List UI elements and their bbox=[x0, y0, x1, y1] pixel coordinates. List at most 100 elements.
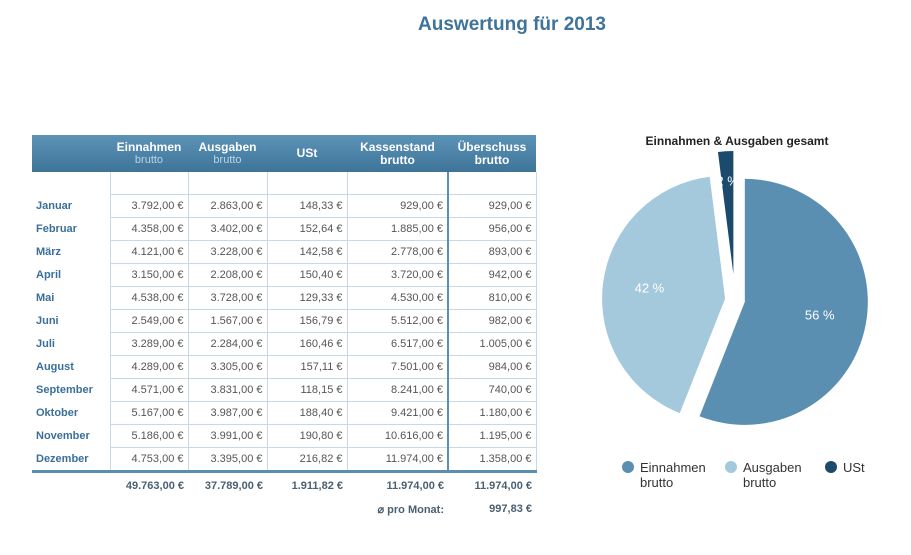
value-cell: 3.402,00 € bbox=[187, 217, 268, 241]
value-cell: 929,00 € bbox=[346, 194, 449, 218]
legend-label: USt bbox=[843, 460, 865, 475]
legend-label: Einnahmen brutto bbox=[640, 460, 706, 490]
value-cell: 4.121,00 € bbox=[109, 240, 189, 264]
value-cell: 1.005,00 € bbox=[447, 332, 537, 356]
slice-label: 56 % bbox=[805, 308, 835, 323]
table-row: Juni 2.549,00 €1.567,00 €156,79 €5.512,00… bbox=[32, 309, 537, 333]
header-cell: Kassenstand brutto bbox=[347, 135, 448, 172]
legend-swatch bbox=[825, 461, 837, 473]
empty-cell bbox=[32, 472, 110, 499]
month-cell: Juli bbox=[36, 338, 55, 350]
value-cell: 7.501,00 € bbox=[346, 355, 449, 379]
value-cell: 152,64 € bbox=[266, 217, 348, 241]
empty-cell bbox=[346, 172, 449, 195]
table-row: Juli 3.289,00 €2.284,00 €160,46 €6.517,00… bbox=[32, 332, 537, 356]
pie-chart: Einnahmen & Ausgaben gesamt 56 % 42 % 2 % bbox=[602, 134, 868, 425]
month-cell: Mai bbox=[36, 292, 55, 304]
value-cell: 11.974,00 € bbox=[346, 447, 449, 473]
value-cell: 5.186,00 € bbox=[109, 424, 189, 448]
pie-slice bbox=[717, 151, 734, 275]
value-cell: 148,33 € bbox=[266, 194, 348, 218]
header-cell: Einnahmen brutto bbox=[110, 135, 188, 172]
value-cell: 810,00 € bbox=[447, 286, 537, 310]
value-cell: 156,79 € bbox=[266, 309, 348, 333]
header-title: Kassenstand brutto bbox=[360, 139, 435, 167]
value-cell: 1.180,00 € bbox=[447, 401, 537, 425]
total-cell: 11.974,00 € bbox=[474, 479, 532, 492]
value-cell: 2.778,00 € bbox=[346, 240, 449, 264]
average-row: ⌀ pro Monat: 997,83 € bbox=[32, 498, 536, 520]
value-cell: 1.567,00 € bbox=[187, 309, 268, 333]
value-cell: 929,00 € bbox=[447, 194, 537, 218]
slice-label: 2 % bbox=[716, 173, 739, 188]
empty-cell bbox=[266, 172, 348, 195]
value-cell: 4.358,00 € bbox=[109, 217, 189, 241]
value-cell: 4.289,00 € bbox=[109, 355, 189, 379]
table-row: Februar 4.358,00 €3.402,00 €152,64 €1.885… bbox=[32, 217, 537, 241]
value-cell: 4.538,00 € bbox=[109, 286, 189, 310]
month-cell: März bbox=[36, 246, 62, 258]
empty-cell bbox=[187, 172, 268, 195]
header-subtitle: brutto bbox=[213, 153, 242, 166]
empty-cell bbox=[447, 172, 537, 195]
average-label: ⌀ pro Monat: bbox=[377, 503, 445, 516]
legend-item: USt bbox=[823, 460, 911, 475]
value-cell: 740,00 € bbox=[447, 378, 537, 402]
value-cell: 984,00 € bbox=[447, 355, 537, 379]
month-cell: August bbox=[36, 361, 74, 373]
value-cell: 118,15 € bbox=[266, 378, 348, 402]
value-cell: 3.305,00 € bbox=[187, 355, 268, 379]
value-cell: 160,46 € bbox=[266, 332, 348, 356]
value-cell: 6.517,00 € bbox=[346, 332, 449, 356]
table-row: März 4.121,00 €3.228,00 €142,58 €2.778,00… bbox=[32, 240, 537, 264]
value-cell: 893,00 € bbox=[447, 240, 537, 264]
value-cell: 1.885,00 € bbox=[346, 217, 449, 241]
page-title: Auswertung für 2013 bbox=[418, 14, 606, 35]
value-cell: 2.863,00 € bbox=[187, 194, 268, 218]
month-cell: Dezember bbox=[32, 447, 110, 473]
value-cell: 3.728,00 € bbox=[187, 286, 268, 310]
value-cell: 1.358,00 € bbox=[447, 447, 537, 473]
value-cell: 3.289,00 € bbox=[109, 332, 189, 356]
table-row: Mai 4.538,00 €3.728,00 €129,33 €4.530,00 … bbox=[32, 286, 537, 310]
totals-row: 49.763,00 € 37.789,00 € 1.911,82 € 11.974,0… bbox=[32, 472, 536, 499]
value-cell: 4.571,00 € bbox=[109, 378, 189, 402]
month-cell: Juni bbox=[36, 315, 59, 327]
value-cell: 190,80 € bbox=[266, 424, 348, 448]
table-body: Januar 3.792,00 €2.863,00 €148,33 €929,00… bbox=[32, 172, 537, 520]
value-cell: 9.421,00 € bbox=[346, 401, 449, 425]
value-cell: 10.616,00 € bbox=[346, 424, 449, 448]
header-cell: Ausgaben brutto bbox=[188, 135, 267, 172]
empty-cell bbox=[32, 172, 110, 195]
legend-item: Einnahmen brutto bbox=[620, 460, 720, 490]
table-row: August 4.289,00 €3.305,00 €157,11 €7.501,… bbox=[32, 355, 537, 379]
value-cell: 2.284,00 € bbox=[187, 332, 268, 356]
table-row: Dezember 4.753,00 €3.395,00 €216,82 €11.9… bbox=[32, 447, 537, 473]
value-cell: 8.241,00 € bbox=[346, 378, 449, 402]
empty-cell bbox=[110, 498, 188, 520]
value-cell: 3.991,00 € bbox=[187, 424, 268, 448]
value-cell: 216,82 € bbox=[266, 447, 348, 473]
month-cell: Oktober bbox=[36, 407, 79, 419]
value-cell: 129,33 € bbox=[266, 286, 348, 310]
header-cell bbox=[32, 135, 110, 172]
header-title: Einnahmen bbox=[116, 139, 182, 154]
value-cell: 3.150,00 € bbox=[109, 263, 189, 287]
spacer-row bbox=[32, 172, 537, 195]
summary-table: Einnahmen brutto Ausgaben brutto USt Kassenst… bbox=[32, 135, 537, 520]
value-cell: 4.753,00 € bbox=[109, 447, 189, 473]
value-cell: 5.512,00 € bbox=[346, 309, 449, 333]
header-row: Einnahmen brutto Ausgaben brutto USt Kassenst… bbox=[32, 135, 536, 172]
empty-cell bbox=[188, 498, 267, 520]
average-value: 997,83 € bbox=[489, 503, 532, 515]
value-cell: 982,00 € bbox=[447, 309, 537, 333]
value-cell: 2.549,00 € bbox=[109, 309, 189, 333]
legend-swatch bbox=[622, 461, 634, 473]
value-cell: 3.228,00 € bbox=[187, 240, 268, 264]
header-cell: USt bbox=[267, 135, 347, 172]
table-row: April 3.150,00 €2.208,00 €150,40 €3.720,0… bbox=[32, 263, 537, 287]
table-row: Januar 3.792,00 €2.863,00 €148,33 €929,00… bbox=[32, 194, 537, 218]
value-cell: 188,40 € bbox=[266, 401, 348, 425]
value-cell: 3.792,00 € bbox=[109, 194, 189, 218]
